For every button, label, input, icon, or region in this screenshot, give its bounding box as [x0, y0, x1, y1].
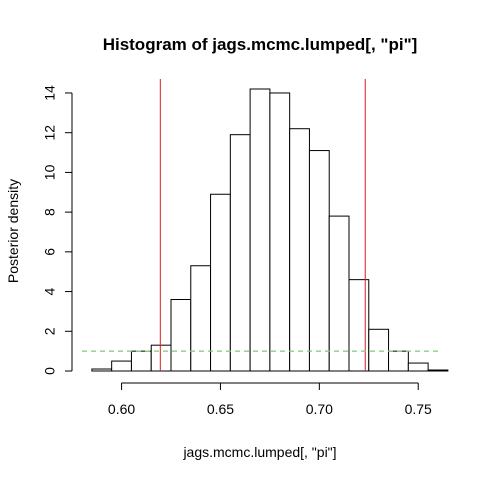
x-tick-label: 0.75 [405, 401, 432, 417]
y-tick-label: 10 [42, 164, 58, 180]
histogram-bar [91, 368, 113, 372]
histogram-bar [229, 134, 251, 372]
y-tick-label: 0 [42, 367, 58, 375]
y-tick-label: 8 [42, 208, 58, 216]
x-axis: 0.60 0.65 0.70 0.75 [108, 382, 432, 417]
histogram-bar [289, 128, 310, 372]
x-tick-label: 0.70 [306, 401, 333, 417]
y-axis-label: Posterior density [5, 179, 21, 283]
histogram-bar [368, 328, 390, 372]
reference-lines [82, 79, 438, 371]
x-tick-label: 0.65 [207, 401, 234, 417]
histogram-bar [308, 150, 330, 372]
y-axis: 0 2 4 6 8 10 12 14 [42, 85, 73, 375]
histogram-bar [170, 299, 192, 372]
x-tick-label: 0.60 [108, 401, 135, 417]
histogram-bar [328, 215, 350, 372]
chart-title: Histogram of jags.mcmc.lumped[, "pi"] [103, 35, 418, 54]
histogram-bar [269, 92, 291, 372]
y-tick-label: 14 [42, 85, 58, 101]
histogram-bar [427, 369, 449, 372]
histogram-bar [407, 362, 429, 372]
histogram-bar [190, 265, 212, 372]
histogram-bar [210, 193, 231, 372]
y-tick-label: 2 [42, 327, 58, 335]
histogram-bar [150, 344, 172, 372]
histogram-bar [388, 350, 409, 372]
y-tick-label: 12 [42, 125, 58, 141]
x-axis-label: jags.mcmc.lumped[, "pi"] [182, 444, 336, 460]
histogram-bar [130, 350, 152, 372]
histogram-bar [111, 360, 132, 372]
bars-group [91, 88, 449, 372]
histogram-bar [348, 279, 370, 372]
histogram-bar [249, 88, 271, 372]
y-tick-label: 4 [42, 287, 58, 295]
y-tick-label: 6 [42, 248, 58, 256]
